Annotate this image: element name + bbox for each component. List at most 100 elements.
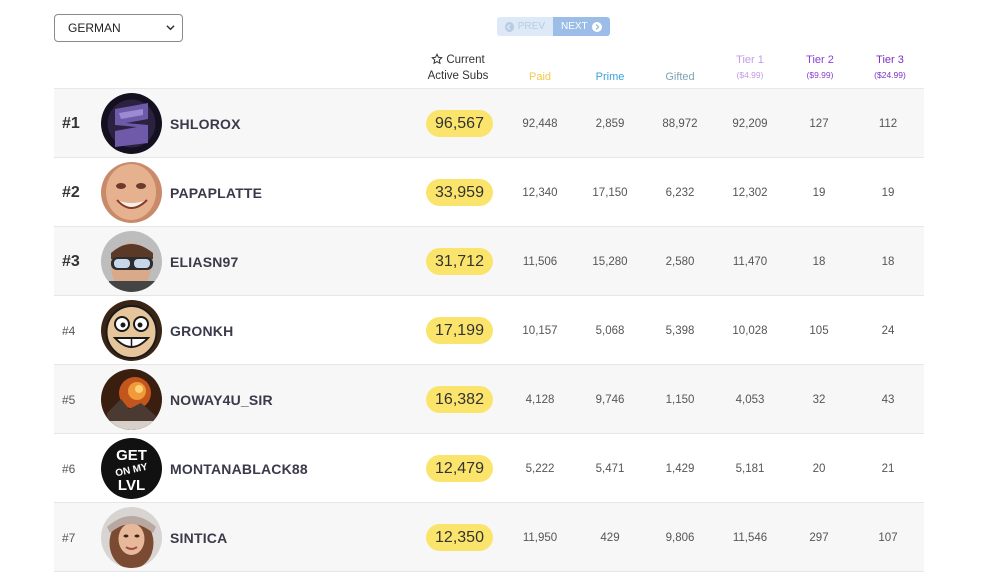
avatar[interactable] — [101, 231, 162, 292]
streamer-name[interactable]: SHLOROX — [170, 115, 241, 132]
table-row[interactable]: #3 ELIASN97 31,712 11,506 15,280 2,580 1… — [54, 227, 924, 296]
table-row[interactable]: #1 SHLOROX 96,567 92,448 2,859 88,972 92… — [54, 89, 924, 158]
rank: #4 — [62, 323, 76, 338]
streamer-name[interactable]: NOWAY4U_SIR — [170, 391, 273, 408]
header-tier2[interactable]: Tier 2 ($9.99) — [790, 52, 850, 82]
tier2-value: 32 — [812, 393, 826, 406]
streamer-name[interactable]: PAPAPLATTE — [170, 184, 263, 201]
streamer-name[interactable]: ELIASN97 — [170, 253, 239, 270]
tier2-value: 297 — [809, 531, 829, 544]
tier3-value: 24 — [881, 324, 895, 337]
prev-button[interactable]: PREV — [497, 17, 553, 36]
prime-value: 5,068 — [595, 324, 625, 337]
gifted-value: 6,232 — [665, 186, 695, 199]
prev-label: PREV — [517, 21, 545, 32]
chevron-down-icon — [166, 25, 175, 31]
paid-value: 11,950 — [522, 531, 558, 544]
rank: #1 — [62, 114, 80, 132]
logo-text-1: GET — [116, 447, 147, 464]
header-tier3[interactable]: Tier 3 ($24.99) — [860, 52, 920, 82]
gifted-value: 9,806 — [665, 531, 695, 544]
active-subs-badge: 31,712 — [426, 248, 493, 275]
streamer-name[interactable]: GRONKH — [170, 322, 234, 339]
streamer-name[interactable]: SINTICA — [170, 529, 228, 546]
avatar[interactable]: GET ON MY LVL — [101, 438, 162, 499]
header-current-line2: Active Subs — [427, 70, 489, 82]
prime-value: 15,280 — [592, 255, 628, 268]
rank: #6 — [62, 461, 76, 476]
tier2-value: 18 — [812, 255, 826, 268]
active-subs-badge: 96,567 — [426, 110, 493, 137]
gifted-value: 5,398 — [665, 324, 695, 337]
tier3-value: 107 — [878, 531, 898, 544]
paid-value: 5,222 — [525, 462, 555, 475]
header-tier1[interactable]: Tier 1 ($4.99) — [720, 52, 780, 82]
table-row[interactable]: #4 GRONKH 17,199 10,157 5,068 5,398 10,0… — [54, 296, 924, 365]
tier2-value: 105 — [809, 324, 829, 337]
rank: #7 — [62, 530, 76, 545]
paid-value: 10,157 — [522, 324, 558, 337]
gifted-value: 1,150 — [665, 393, 695, 406]
prime-value: 17,150 — [592, 186, 628, 199]
active-subs-badge: 33,959 — [426, 179, 493, 206]
tier1-value: 10,028 — [732, 324, 768, 337]
avatar[interactable] — [101, 369, 162, 430]
arrow-right-circle-icon — [591, 21, 602, 32]
header-tier1-label: Tier 1 — [736, 54, 764, 66]
header-paid[interactable]: Paid — [528, 71, 552, 83]
paid-value: 92,448 — [522, 117, 558, 130]
tier2-value: 19 — [812, 186, 826, 199]
tier1-value: 4,053 — [735, 393, 765, 406]
next-button[interactable]: NEXT — [553, 17, 610, 36]
active-subs-badge: 16,382 — [426, 386, 493, 413]
header-prime[interactable]: Prime — [595, 71, 625, 83]
prime-value: 5,471 — [595, 462, 625, 475]
tier2-value: 127 — [809, 117, 829, 130]
header-tier1-price: ($4.99) — [736, 70, 764, 80]
logo-text-3: LVL — [118, 477, 145, 494]
header-current-active-subs[interactable]: Current Active Subs — [420, 52, 496, 84]
active-subs-badge: 12,479 — [426, 455, 493, 482]
paid-value: 4,128 — [525, 393, 555, 406]
tier3-value: 19 — [881, 186, 895, 199]
paid-value: 11,506 — [522, 255, 558, 268]
tier1-value: 12,302 — [732, 186, 768, 199]
region-select[interactable]: GERMAN — [54, 14, 183, 42]
table-row[interactable]: #2 PAPAPLATTE 33,959 12,340 17,150 6,232… — [54, 158, 924, 227]
table-row[interactable]: #6 GET ON MY LVL MONTANABLACK88 12,479 5… — [54, 434, 924, 503]
header-gifted[interactable]: Gifted — [665, 71, 695, 83]
paid-value: 12,340 — [522, 186, 558, 199]
tier1-value: 5,181 — [735, 462, 765, 475]
arrow-left-circle-icon — [505, 21, 514, 32]
rank: #3 — [62, 252, 80, 270]
tier3-value: 112 — [878, 117, 898, 130]
avatar[interactable] — [101, 507, 162, 568]
avatar[interactable] — [101, 93, 162, 154]
active-subs-badge: 17,199 — [426, 317, 493, 344]
rank: #5 — [62, 392, 76, 407]
tier2-value: 20 — [812, 462, 826, 475]
active-subs-badge: 12,350 — [426, 524, 493, 551]
gifted-value: 2,580 — [665, 255, 695, 268]
avatar[interactable] — [101, 162, 162, 223]
table-row[interactable]: #5 NOWAY4U_SIR 16,382 4,128 9,746 1,150 … — [54, 365, 924, 434]
header-tier3-label: Tier 3 — [876, 54, 904, 66]
table-row[interactable]: #7 SINTICA 12,350 11,950 429 9,806 11,54… — [54, 503, 924, 572]
streamer-name[interactable]: MONTANABLACK88 — [170, 460, 308, 477]
prime-value: 429 — [600, 531, 620, 544]
tier1-value: 11,546 — [732, 531, 768, 544]
header-tier2-price: ($9.99) — [806, 70, 834, 80]
gifted-value: 1,429 — [665, 462, 695, 475]
rank: #2 — [62, 183, 80, 201]
prime-value: 2,859 — [595, 117, 625, 130]
tier3-value: 18 — [881, 255, 895, 268]
header-current-line1: Current — [446, 54, 485, 66]
pagination: PREV NEXT — [497, 17, 610, 36]
header-tier2-label: Tier 2 — [806, 54, 834, 66]
tier1-value: 92,209 — [732, 117, 768, 130]
tier1-value: 11,470 — [732, 255, 768, 268]
avatar[interactable] — [101, 300, 162, 361]
prime-value: 9,746 — [595, 393, 625, 406]
header-divider — [54, 88, 924, 89]
star-outline-icon — [431, 53, 444, 65]
